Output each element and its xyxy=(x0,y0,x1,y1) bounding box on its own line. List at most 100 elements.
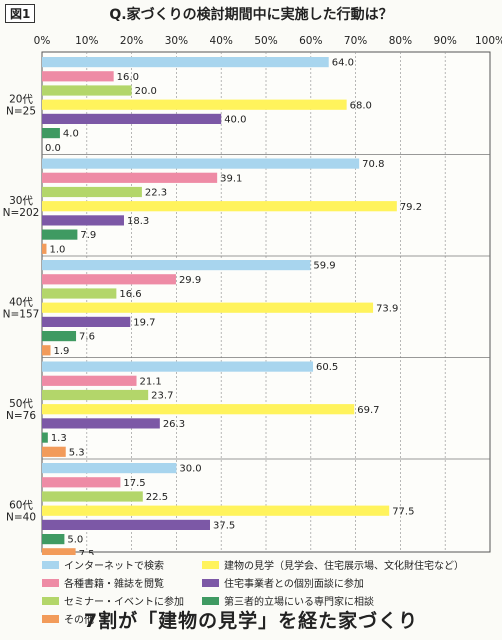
legend-swatch xyxy=(202,560,219,569)
bar-value-label: 39.1 xyxy=(220,173,242,184)
legend-label: インターネットで検索 xyxy=(64,561,164,572)
group-label: 60代 xyxy=(9,500,33,512)
bar xyxy=(42,404,355,415)
bar-value-label: 77.5 xyxy=(392,506,414,517)
x-tick-label: 80% xyxy=(389,35,412,47)
legend-swatch xyxy=(42,614,59,623)
x-tick-label: 100% xyxy=(475,35,502,47)
bar xyxy=(42,172,218,183)
x-tick-label: 0% xyxy=(34,35,51,47)
bar xyxy=(42,274,176,285)
bar-value-label: 7.6 xyxy=(79,332,95,343)
bar-value-label: 26.3 xyxy=(163,419,185,430)
legend-label: その他 xyxy=(64,615,94,626)
legend-swatch xyxy=(42,560,59,569)
legend-label: 住宅事業者との個別面談に参加 xyxy=(224,579,364,590)
x-tick-label: 90% xyxy=(434,35,457,47)
bar xyxy=(42,477,121,488)
bar xyxy=(42,113,222,124)
bar xyxy=(42,215,124,226)
group-n-label: N=76 xyxy=(6,410,36,422)
bar-value-label: 79.2 xyxy=(400,202,422,213)
bar xyxy=(42,85,132,96)
bar-value-label: 17.5 xyxy=(123,478,145,489)
legend-swatch xyxy=(42,578,59,587)
bar-value-label: 70.8 xyxy=(362,159,384,170)
bar-value-label: 7.5 xyxy=(79,549,95,555)
bar-value-label: 18.3 xyxy=(127,216,149,227)
chart-legend: インターネットで検索 建物の見学（見学会、住宅展示場、文化財住宅など） 各種書籍・雑… xyxy=(42,557,492,626)
bar-value-label: 60.5 xyxy=(316,362,338,373)
bar-value-label: 37.5 xyxy=(213,521,235,532)
bar-value-label: 21.1 xyxy=(140,376,162,387)
x-tick-label: 10% xyxy=(75,35,98,47)
legend-item: 建物の見学（見学会、住宅展示場、文化財住宅など） xyxy=(202,557,492,572)
bar-value-label: 4.0 xyxy=(63,129,79,140)
bar-value-label: 16.6 xyxy=(119,289,141,300)
bar-value-label: 23.7 xyxy=(151,391,173,402)
bar-value-label: 16.0 xyxy=(117,72,139,83)
legend-swatch xyxy=(202,596,219,605)
legend-item: セミナー・イベントに参加 xyxy=(42,593,202,608)
bar xyxy=(42,463,177,474)
legend-item: その他 xyxy=(42,611,202,626)
bar xyxy=(42,446,66,457)
bar-value-label: 29.9 xyxy=(179,275,201,286)
x-tick-label: 20% xyxy=(120,35,143,47)
bar xyxy=(42,361,314,372)
legend-item: 住宅事業者との個別面談に参加 xyxy=(202,575,492,590)
bar-chart: 0% 10% 20% 30% 40% 50% 60% 70% 80% 90% 100% 64.0 16.… xyxy=(3,35,502,555)
bar xyxy=(42,389,149,401)
bar xyxy=(42,519,210,530)
legend-label: 建物の見学（見学会、住宅展示場、文化財住宅など） xyxy=(224,561,464,572)
bar-value-label: 30.0 xyxy=(179,464,201,475)
bar xyxy=(42,375,137,386)
bar xyxy=(42,534,65,545)
legend-item: 第三者的立場にいる専門家に相談 xyxy=(202,593,492,608)
bar xyxy=(42,505,390,516)
bar xyxy=(42,158,360,169)
bar xyxy=(42,201,397,212)
bar-value-label: 22.3 xyxy=(145,188,167,199)
bar xyxy=(42,186,142,198)
x-tick-label: 70% xyxy=(344,35,367,47)
bar-value-label: 5.0 xyxy=(67,535,83,546)
bar xyxy=(42,331,77,342)
bar xyxy=(42,302,374,313)
legend-label: セミナー・イベントに参加 xyxy=(64,597,184,608)
legend-label: 各種書籍・雑誌を閲覧 xyxy=(64,579,164,590)
bar-value-label: 68.0 xyxy=(350,100,372,111)
group-n-label: N=25 xyxy=(6,106,36,118)
bar-value-label: 7.9 xyxy=(80,230,96,241)
bar-value-label: 59.9 xyxy=(313,261,335,272)
legend-swatch xyxy=(202,578,219,587)
x-tick-label: 60% xyxy=(299,35,322,47)
bar-value-label: 20.0 xyxy=(135,86,157,97)
bar xyxy=(42,99,347,110)
bar xyxy=(42,260,311,271)
legend-item: 各種書籍・雑誌を閲覧 xyxy=(42,575,202,590)
chart-title: Q.家づくりの検討期間中に実施した行動は？ xyxy=(109,7,393,23)
group-n-label: N=157 xyxy=(3,309,40,321)
bar-value-label: 40.0 xyxy=(224,115,246,126)
bar xyxy=(42,243,47,254)
group-label: 20代 xyxy=(9,94,33,106)
bar xyxy=(42,128,60,139)
bar-value-label: 1.3 xyxy=(51,433,67,444)
bar xyxy=(42,418,160,429)
legend-label: 第三者的立場にいる専門家に相談 xyxy=(224,597,374,608)
bar-value-label: 0.0 xyxy=(45,143,61,154)
bar-value-label: 19.7 xyxy=(133,318,155,329)
figure-label: 図1 xyxy=(5,4,36,23)
legend-item: インターネットで検索 xyxy=(42,557,202,572)
bar-value-label: 64.0 xyxy=(332,58,354,69)
bar xyxy=(42,316,131,327)
bar xyxy=(42,345,51,356)
bar-value-label: 1.9 xyxy=(54,346,70,357)
bar-value-label: 5.3 xyxy=(69,447,85,458)
x-tick-label: 50% xyxy=(254,35,277,47)
group-label: 50代 xyxy=(9,398,33,410)
group-n-label: N=40 xyxy=(6,512,36,524)
x-tick-label: 40% xyxy=(210,35,233,47)
x-tick-label: 30% xyxy=(165,35,188,47)
